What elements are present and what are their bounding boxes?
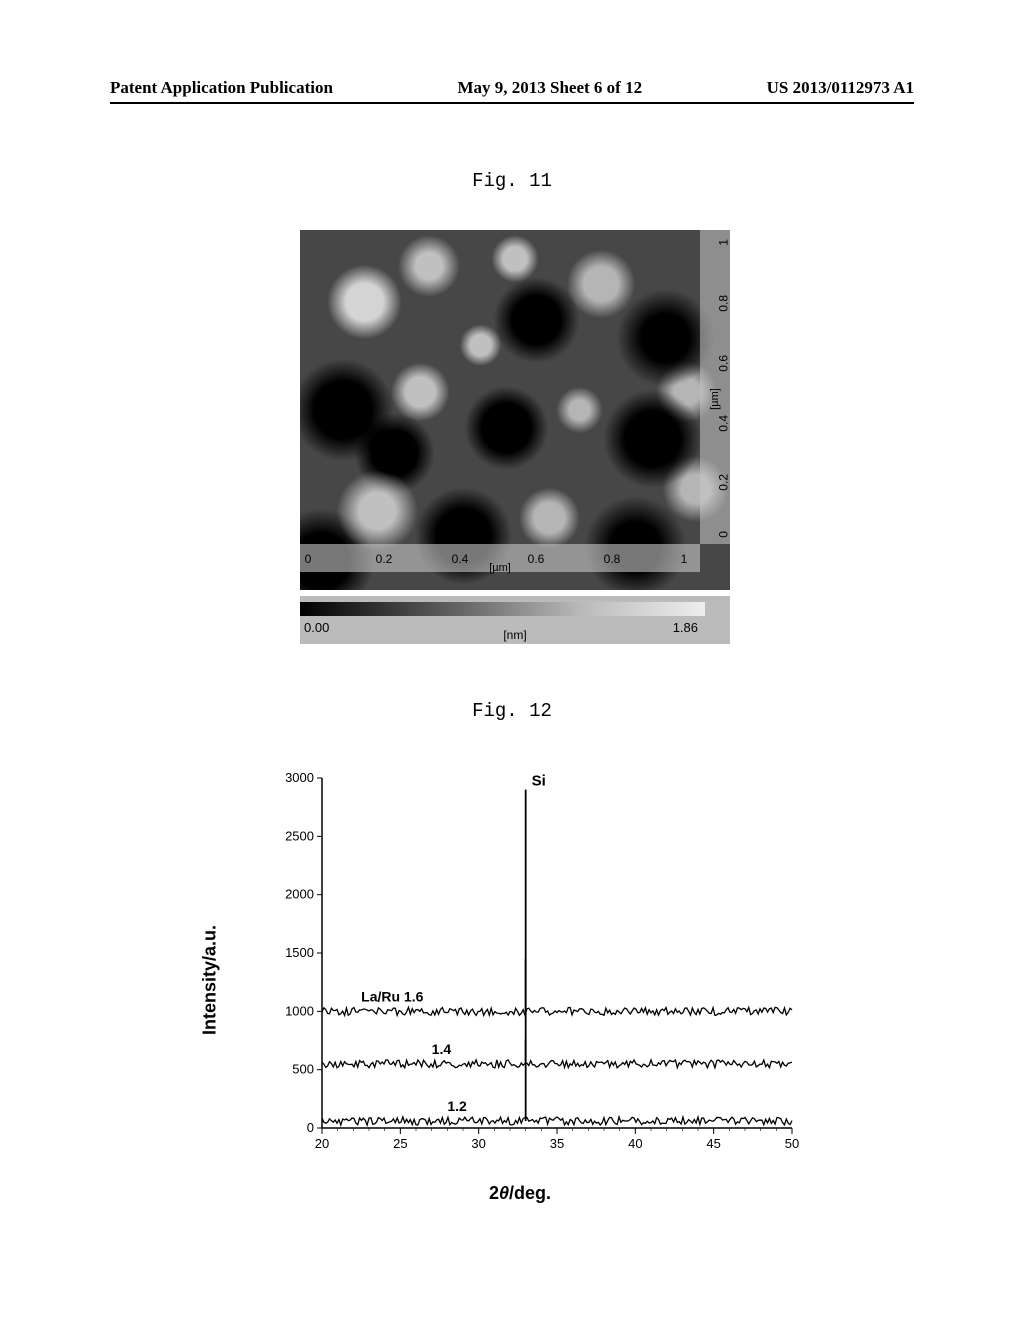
svg-text:35: 35 [550,1136,564,1151]
svg-text:La/Ru 1.6: La/Ru 1.6 [361,988,423,1004]
svg-text:2500: 2500 [285,828,314,843]
afm-ytick: 0.4 [717,415,730,432]
svg-text:45: 45 [706,1136,720,1151]
afm-xtick: 0.2 [376,552,393,566]
svg-text:3000: 3000 [285,770,314,785]
afm-xtick: 1 [681,552,688,566]
afm-ytick: 0.6 [717,355,730,372]
afm-xtick: 0 [305,552,312,566]
xrd-x-label: 2θ/deg. [489,1183,551,1204]
afm-ytick: 0.2 [717,474,730,491]
svg-text:2000: 2000 [285,887,314,902]
svg-text:500: 500 [292,1062,314,1077]
afm-y-axis: 0 0.2 0.4 0.6 0.8 1 [µm] [700,230,730,544]
afm-xtick: 0.6 [528,552,545,566]
header-center: May 9, 2013 Sheet 6 of 12 [457,78,642,98]
afm-ytick: 0.8 [717,295,730,312]
afm-colorbar-unit: [nm] [503,628,526,642]
header-left: Patent Application Publication [110,78,333,98]
afm-colorbar-gradient [300,602,705,616]
afm-image: 0 0.2 0.4 0.6 0.8 1 [µm] 0 0.2 0.4 0.6 0… [300,230,730,590]
afm-image-block: 0 0.2 0.4 0.6 0.8 1 [µm] 0 0.2 0.4 0.6 0… [300,230,730,644]
xrd-x-label-text: 2θ/deg. [489,1183,551,1203]
afm-ytick: 0 [717,531,730,538]
xrd-chart: Intensity/a.u. 0500100015002000250030002… [220,760,820,1200]
header-right: US 2013/0112973 A1 [767,78,914,98]
afm-xtick: 0.4 [452,552,469,566]
page-header: Patent Application Publication May 9, 20… [0,78,1024,98]
afm-ytick: 1 [717,239,730,246]
afm-colorbar-max: 1.86 [673,620,698,635]
header-rule [110,102,914,104]
svg-text:1000: 1000 [285,1003,314,1018]
afm-colorbar: 0.00 1.86 [nm] [300,596,730,644]
svg-text:40: 40 [628,1136,642,1151]
svg-text:50: 50 [785,1136,799,1151]
afm-colorbar-min: 0.00 [304,620,329,635]
afm-x-unit: [µm] [489,562,511,574]
svg-text:25: 25 [393,1136,407,1151]
afm-xtick: 0.8 [604,552,621,566]
svg-text:30: 30 [471,1136,485,1151]
afm-y-unit: [µm] [709,388,721,410]
figure-12-label: Fig. 12 [0,700,1024,722]
afm-texture [300,230,730,590]
svg-text:1.2: 1.2 [447,1098,467,1114]
svg-text:20: 20 [315,1136,329,1151]
xrd-svg: 0 500 1000 1500 2000 2500 3000 20 25 30 35 40 45 50 La… [272,768,802,1168]
svg-text:Si: Si [532,773,546,790]
figure-11-label: Fig. 11 [0,170,1024,192]
afm-x-axis: 0 0.2 0.4 0.6 0.8 1 [µm] [300,544,700,572]
svg-text:0: 0 [307,1120,314,1135]
svg-text:1.4: 1.4 [432,1041,452,1057]
svg-text:1500: 1500 [285,945,314,960]
xrd-y-label: Intensity/a.u. [200,925,221,1035]
